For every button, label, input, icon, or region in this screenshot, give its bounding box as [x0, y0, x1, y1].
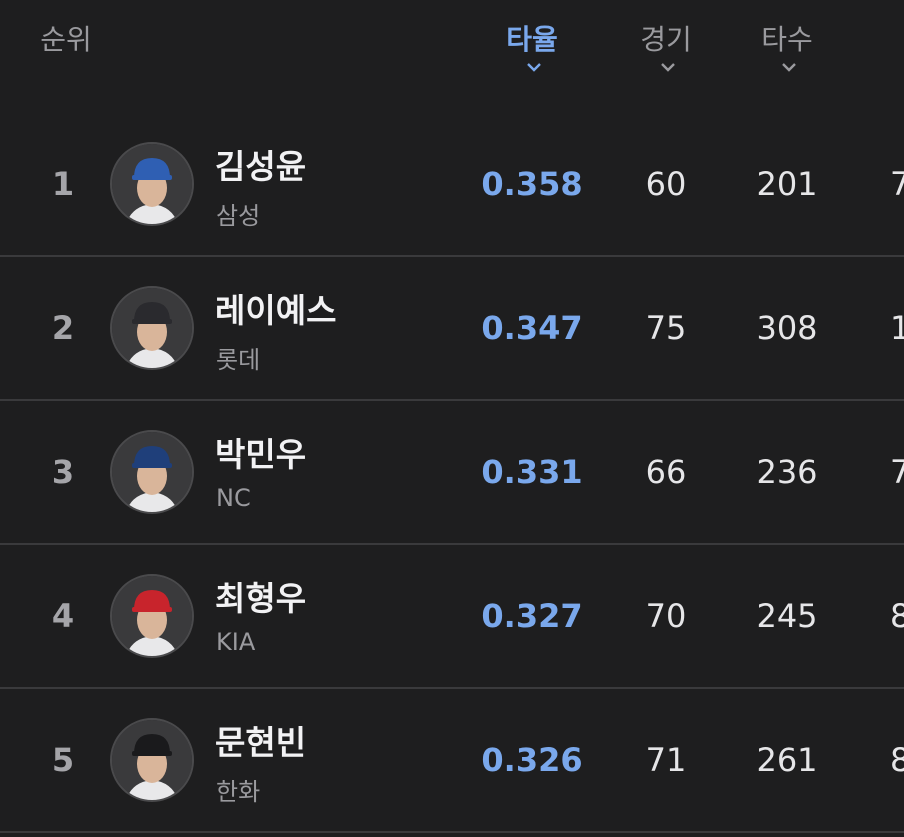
table-header: 순위 타율 경기 타수 안 — [0, 0, 904, 112]
avatar[interactable] — [110, 717, 194, 802]
player-name[interactable]: 문현빈 — [215, 723, 307, 762]
avatar[interactable] — [110, 141, 194, 226]
rank: 5 — [51, 740, 75, 779]
team-name: 한화 — [216, 778, 261, 806]
batting-average: 0.358 — [481, 164, 583, 203]
at-bats: 245 — [756, 596, 818, 635]
header-avg-sort[interactable]: 타율 — [506, 23, 558, 56]
rank: 4 — [51, 596, 75, 635]
batting-average: 0.331 — [481, 452, 583, 491]
games: 75 — [645, 308, 687, 347]
hits: 1 — [890, 308, 904, 347]
avatar[interactable] — [110, 429, 194, 514]
team-name: 롯데 — [216, 346, 261, 374]
header-atbats-sort[interactable]: 타수 — [761, 23, 813, 56]
avatar[interactable] — [110, 573, 194, 658]
games: 66 — [645, 452, 687, 491]
player-photo-icon — [112, 575, 192, 656]
games: 60 — [645, 164, 687, 203]
table-row[interactable]: 5 문현빈 한화 0.326 71 261 8 — [0, 688, 904, 833]
batting-average: 0.327 — [481, 596, 583, 635]
player-name[interactable]: 박민우 — [215, 435, 307, 474]
at-bats: 261 — [756, 740, 818, 779]
hits: 8 — [890, 740, 904, 779]
at-bats: 201 — [756, 164, 818, 203]
at-bats: 308 — [756, 308, 818, 347]
hits: 8 — [890, 596, 904, 635]
header-games-sort[interactable]: 경기 — [640, 23, 692, 56]
chevron-down-icon[interactable] — [781, 62, 796, 74]
team-name: NC — [216, 484, 251, 512]
avatar[interactable] — [110, 285, 194, 370]
table-row[interactable]: 2 레이예스 롯데 0.347 75 308 1 — [0, 256, 904, 401]
player-name[interactable]: 최형우 — [215, 579, 307, 618]
hits: 7 — [890, 452, 904, 491]
games: 71 — [645, 740, 687, 779]
batting-average: 0.326 — [481, 740, 583, 779]
team-name: KIA — [216, 628, 256, 656]
player-photo-icon — [112, 287, 192, 368]
player-name[interactable]: 레이예스 — [215, 291, 337, 330]
chevron-down-icon[interactable] — [526, 62, 541, 74]
games: 70 — [645, 596, 687, 635]
batting-average: 0.347 — [481, 308, 583, 347]
table-row[interactable]: 3 박민우 NC 0.331 66 236 7 — [0, 400, 904, 545]
table-row[interactable]: 1 김성윤 삼성 0.358 60 201 7 — [0, 112, 904, 257]
rank: 3 — [51, 452, 75, 491]
chevron-down-icon[interactable] — [660, 62, 675, 74]
header-rank: 순위 — [40, 23, 92, 56]
player-photo-icon — [112, 719, 192, 800]
team-name: 삼성 — [216, 202, 261, 230]
player-photo-icon — [112, 431, 192, 512]
at-bats: 236 — [756, 452, 818, 491]
player-photo-icon — [112, 143, 192, 224]
table-row[interactable]: 4 최형우 KIA 0.327 70 245 8 — [0, 544, 904, 689]
rank: 2 — [51, 308, 75, 347]
rank: 1 — [51, 164, 75, 203]
hits: 7 — [890, 164, 904, 203]
player-name[interactable]: 김성윤 — [215, 147, 307, 186]
